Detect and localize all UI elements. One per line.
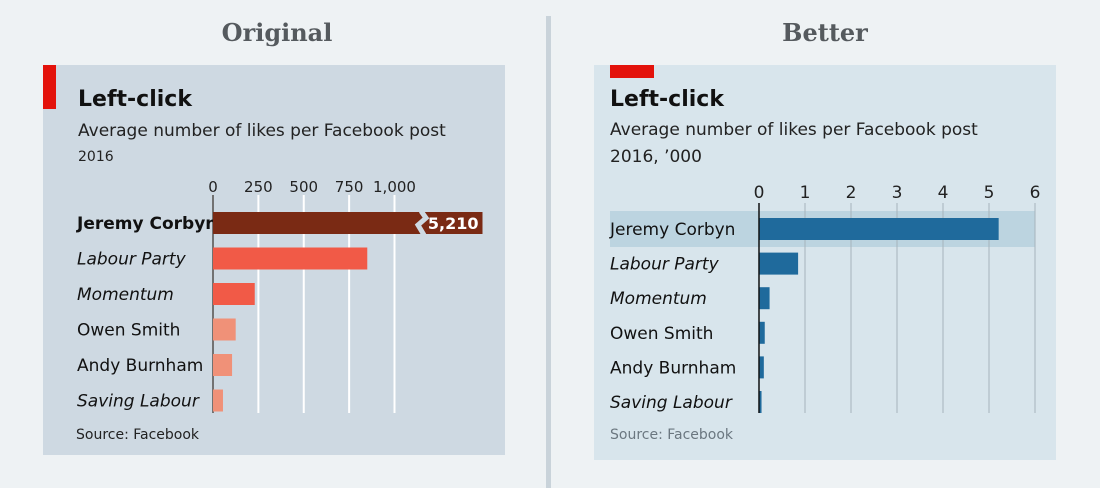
original-chart-panel: Left-click Average number of likes per F… <box>43 65 505 455</box>
x-tick-label: 6 <box>1030 183 1041 203</box>
bar <box>759 321 765 344</box>
bar <box>213 212 483 234</box>
category-label: Owen Smith <box>610 324 713 344</box>
chart-source: Source: Facebook <box>76 427 200 443</box>
bar <box>759 356 764 379</box>
category-label: Jeremy Corbyn <box>609 220 735 240</box>
bar <box>213 318 236 341</box>
category-label: Owen Smith <box>77 321 180 341</box>
original-heading: Original <box>221 18 333 47</box>
chart-unit-label: 2016, ’000 <box>610 147 702 167</box>
brand-red-tab <box>610 65 654 78</box>
category-label: Labour Party <box>77 250 187 270</box>
chart-source: Source: Facebook <box>610 427 734 443</box>
x-tick-label: 2 <box>846 183 857 203</box>
brand-red-tab <box>43 65 56 109</box>
category-label: Andy Burnham <box>610 358 736 378</box>
better-chart-panel: Left-click Average number of likes per F… <box>594 65 1056 460</box>
bar <box>213 389 223 412</box>
category-label: Momentum <box>610 289 707 309</box>
better-heading: Better <box>782 18 868 47</box>
original-bar-chart: 0 250 500 750 1,000 Jeremy Corbyn 5,210 Labour … <box>76 178 483 413</box>
category-label: Saving Labour <box>77 392 200 412</box>
bar <box>759 218 999 240</box>
x-tick-label: 1 <box>800 183 811 203</box>
bar <box>759 252 799 275</box>
axis-break-mark <box>414 209 430 237</box>
chart-subtitle: Average number of likes per Facebook pos… <box>78 121 446 141</box>
bar <box>213 283 255 305</box>
category-label: Andy Burnham <box>77 356 203 376</box>
x-tick-label: 1,000 <box>373 178 416 196</box>
data-label: 5,210 <box>428 214 479 233</box>
chart-subtitle: Average number of likes per Facebook pos… <box>610 120 978 140</box>
category-label: Saving Labour <box>610 393 733 413</box>
better-bar-chart: 0 1 2 3 4 5 6 Jeremy Corbyn Labour Party Momentum… <box>609 183 1041 413</box>
panel-divider <box>546 16 551 488</box>
chart-title: Left-click <box>610 87 724 112</box>
x-tick-label: 250 <box>244 178 273 196</box>
chart-unit-label: 2016 <box>78 149 114 165</box>
x-tick-label: 500 <box>289 178 318 196</box>
chart-title: Left-click <box>78 87 192 112</box>
category-label: Momentum <box>77 285 174 305</box>
x-tick-label: 4 <box>938 183 949 203</box>
x-tick-label: 5 <box>984 183 995 203</box>
x-tick-label: 0 <box>754 183 765 203</box>
category-label: Labour Party <box>610 255 720 275</box>
category-label: Jeremy Corbyn <box>76 214 217 234</box>
bar <box>213 354 233 376</box>
bar <box>759 391 762 413</box>
x-tick-label: 0 <box>208 178 218 196</box>
bar <box>213 247 368 270</box>
x-tick-label: 750 <box>335 178 364 196</box>
x-tick-label: 3 <box>892 183 903 203</box>
bar <box>759 287 770 310</box>
